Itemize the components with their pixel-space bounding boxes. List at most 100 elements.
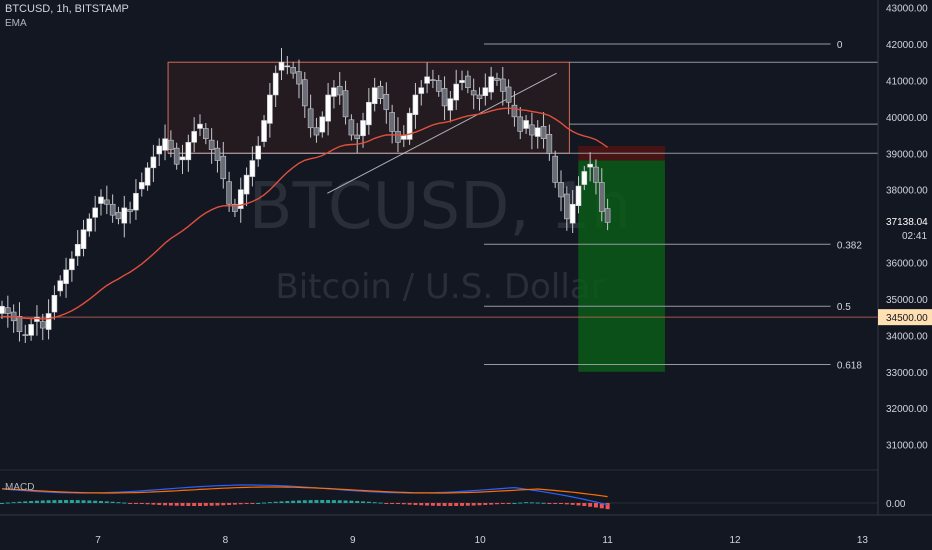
macd-histogram-bar (593, 503, 598, 508)
time-axis-tick: 8 (223, 535, 229, 546)
candle-up (261, 120, 267, 142)
macd-histogram-bar (343, 500, 348, 503)
trend-line (327, 72, 557, 194)
macd-histogram-bar (314, 500, 319, 503)
candle-up (406, 112, 413, 140)
macd-histogram-bar (308, 500, 313, 503)
candle-down (220, 155, 227, 180)
candle-down (301, 79, 308, 107)
macd-histogram-bar (372, 502, 377, 504)
macd-histogram-bar (448, 503, 453, 506)
macd-histogram-bar (17, 501, 22, 503)
candle-down (232, 203, 238, 212)
macd-histogram-bar (407, 503, 412, 505)
macd-histogram-bar (518, 502, 523, 504)
macd-histogram-bar (494, 503, 499, 505)
macd-histogram-bar (104, 501, 109, 503)
candle-down (564, 193, 570, 220)
time-axis-tick: 11 (602, 535, 613, 546)
candle-down (208, 139, 215, 150)
macd-histogram-bar (436, 503, 441, 506)
candle-down (383, 93, 390, 110)
macd-indicator-label[interactable]: MACD (5, 482, 35, 493)
price-axis-tick: 43000.00 (886, 4, 928, 15)
candle-up (453, 83, 460, 101)
candle-up (587, 163, 593, 168)
candle-up (360, 120, 366, 137)
macd-histogram-bar (524, 502, 529, 504)
candle-down (494, 77, 500, 81)
macd-histogram-bar (128, 503, 133, 504)
macd-histogram-bar (197, 503, 202, 506)
macd-histogram-bar (180, 503, 185, 506)
candle-up (447, 98, 454, 111)
candle-up (418, 87, 425, 94)
macd-histogram-bar (331, 500, 336, 503)
macd-histogram-bar (116, 502, 121, 504)
macd-histogram-bar (326, 500, 331, 503)
fib-level-label: 0.618 (837, 360, 862, 371)
time-axis-tick: 13 (857, 535, 869, 546)
candle-up (185, 142, 192, 161)
macd-histogram-bar (512, 502, 517, 504)
macd-histogram-bar (355, 501, 360, 503)
candle-up (63, 269, 69, 284)
candle-up (150, 156, 157, 169)
macd-histogram-bar (192, 503, 197, 506)
macd-histogram-bar (133, 503, 138, 504)
macd-histogram-bar (471, 503, 476, 506)
candle-up (459, 80, 465, 83)
candle-up (86, 218, 93, 232)
candle-up (121, 207, 128, 224)
macd-histogram-bar (87, 500, 92, 503)
candle-down (377, 85, 384, 99)
macd-histogram-bar (250, 503, 255, 504)
candle-down (529, 124, 535, 136)
candle-down (127, 209, 133, 212)
macd-histogram-bar (227, 503, 232, 505)
symbol-title[interactable]: BTCUSD, 1h, BITSTAMP (5, 3, 129, 15)
macd-histogram-bar (553, 503, 558, 504)
candle-down (342, 90, 349, 118)
macd-histogram-bar (605, 503, 610, 510)
candle-down (430, 79, 436, 81)
candle-down (517, 116, 524, 132)
candle-down (109, 203, 116, 216)
macd-histogram-bar (98, 501, 103, 503)
candle-down (168, 139, 174, 150)
macd-histogram-bar (34, 500, 39, 503)
candle-up (45, 313, 52, 330)
candle-down (348, 119, 355, 136)
macd-histogram-bar (483, 503, 488, 505)
macd-histogram-bar (139, 503, 144, 504)
macd-histogram-bar (93, 500, 98, 503)
candle-down (226, 181, 232, 205)
candle-up (267, 94, 273, 124)
ema-indicator-label[interactable]: EMA (5, 18, 27, 29)
macd-histogram-bar (168, 503, 173, 506)
macd-histogram-bar (186, 503, 191, 506)
macd-histogram-bar (75, 500, 80, 503)
candle-down (313, 127, 320, 136)
candle-up (272, 72, 279, 96)
macd-histogram-bar (477, 503, 482, 506)
macd-histogram-bar (465, 503, 470, 506)
macd-histogram-bar (215, 503, 220, 506)
candle-up (366, 101, 372, 126)
macd-histogram-bar (489, 503, 494, 505)
macd-histogram-bar (145, 503, 150, 505)
candle-up (569, 203, 576, 224)
macd-histogram-bar (285, 501, 290, 503)
candle-down (115, 211, 122, 220)
macd-histogram-bar (238, 503, 243, 505)
candle-up (243, 174, 250, 195)
macd-histogram-bar (366, 501, 371, 503)
candle-up (156, 145, 163, 155)
candle-down (558, 182, 564, 198)
candle-up (191, 131, 197, 143)
last-price-label: 37138.04 (886, 217, 928, 228)
macd-histogram-bar (395, 503, 400, 504)
macd-histogram-bar (5, 502, 10, 504)
fib-level-label: 0.382 (837, 240, 862, 251)
